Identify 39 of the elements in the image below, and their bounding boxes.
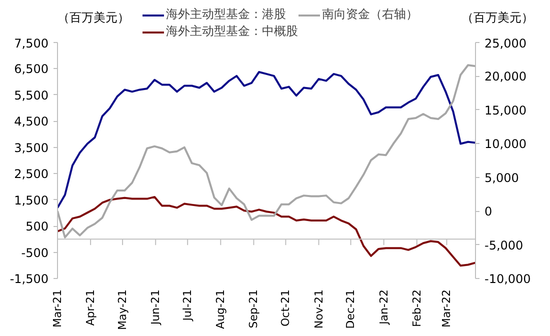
x-tick-label: Mar-22 [440, 289, 454, 328]
y-tick-label: 500 [26, 220, 48, 234]
x-tick-label: Oct-21 [279, 289, 292, 326]
y-tick-label: -500 [21, 246, 48, 260]
y-tick-label: 6,500 [14, 62, 49, 76]
x-tick-label: Jun-21 [149, 290, 162, 326]
y2-tick-label: -10,000 [484, 272, 531, 286]
y-tick-label: 2,500 [14, 167, 49, 182]
y-tick-label: 3,500 [14, 140, 49, 155]
x-tick-label: May-21 [116, 290, 130, 330]
y2-axis-title: （百万美元） [462, 10, 534, 24]
x-tick-label: Jan-22 [377, 289, 390, 326]
x-tick-label: Jul-21 [181, 289, 194, 322]
legend-label: 海外主动型基金：中概股 [166, 23, 298, 40]
x-tick-label: Dec-21 [344, 289, 358, 329]
y-tick-label: 5,500 [14, 88, 49, 102]
y2-tick-label: 10,000 [484, 137, 526, 152]
y-tick-label: -1,500 [10, 272, 49, 286]
line-series [58, 196, 476, 267]
x-tick-label: Apr-21 [84, 289, 98, 326]
line-series [58, 71, 476, 209]
y-tick-label: 7,500 [14, 36, 49, 50]
x-tick-label: Mar-21 [51, 289, 64, 328]
y2-tick-label: 5,000 [484, 170, 519, 185]
y2-tick-label: 15,000 [484, 103, 526, 118]
legend-label: 海外主动型基金：港股 [166, 6, 286, 23]
x-tick-label: Sep-21 [247, 289, 260, 328]
x-tick-label: Nov-21 [312, 290, 326, 329]
y2-tick-label: 0 [484, 204, 492, 219]
y-tick-label: 1,500 [14, 193, 49, 208]
line-series [58, 64, 476, 238]
y2-tick-label: 25,000 [484, 36, 526, 50]
legend-label: 南向资金（右轴） [322, 6, 418, 23]
y2-tick-label: -5,000 [484, 238, 524, 252]
y-tick-label: 4,500 [14, 114, 49, 129]
x-tick-label: Aug-21 [214, 289, 228, 329]
y2-tick-label: 20,000 [484, 70, 526, 84]
x-tick-label: Feb-22 [410, 289, 424, 327]
y-axis-title: （百万美元） [58, 10, 130, 24]
